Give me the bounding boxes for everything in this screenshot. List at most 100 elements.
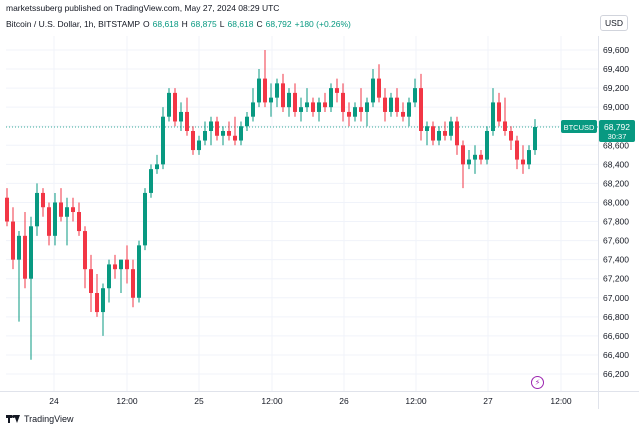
candle-body — [359, 107, 363, 112]
open-value: 68,618 — [152, 19, 179, 29]
candle-body — [167, 92, 171, 117]
candle-body — [467, 159, 471, 165]
candle-body — [53, 202, 57, 236]
candle-body — [23, 235, 27, 279]
y-tick-label: 67,800 — [603, 217, 629, 227]
candle-body — [29, 226, 33, 279]
candle-body — [419, 88, 423, 131]
candle-body — [257, 78, 261, 103]
lightning-icon[interactable]: ⚡ — [531, 376, 544, 389]
candle-body — [461, 145, 465, 165]
candle-body — [521, 159, 525, 165]
candle-body — [329, 88, 333, 108]
candle-body — [311, 102, 315, 112]
candle-body — [401, 111, 405, 117]
candle-body — [95, 293, 99, 313]
candle-body — [305, 102, 309, 108]
brand-name: TradingView — [24, 414, 74, 424]
candle-body — [365, 102, 369, 112]
candle-body — [11, 221, 15, 260]
candle-body — [83, 231, 87, 270]
candle-body — [263, 78, 267, 103]
candle-body — [497, 102, 501, 122]
candle-body — [299, 107, 303, 112]
price-tag — [599, 119, 635, 142]
candle-body — [515, 140, 519, 160]
publisher-line: marketssuberg published on TradingView.c… — [6, 3, 280, 13]
candle-body — [137, 245, 141, 298]
y-tick-label: 69,400 — [603, 64, 629, 74]
candle-body — [317, 102, 321, 112]
candle-body — [161, 116, 165, 165]
candle-body — [233, 135, 237, 141]
x-tick-label: 24 — [49, 396, 59, 406]
last-price-label: 68,792 — [604, 122, 630, 132]
candle-body — [5, 197, 9, 222]
candle-body — [113, 264, 117, 270]
candle-body — [293, 92, 297, 112]
tradingview-logo-icon — [6, 414, 20, 424]
candle-body — [533, 126, 537, 151]
x-tick-label: 12:00 — [405, 396, 427, 406]
candle-body — [215, 121, 219, 136]
y-tick-label: 69,000 — [603, 102, 629, 112]
candle-body — [341, 92, 345, 112]
candle-body — [89, 269, 93, 293]
candle-body — [251, 102, 255, 117]
candle-body — [443, 131, 447, 136]
candle-body — [353, 107, 357, 117]
candle-body — [473, 154, 477, 160]
candle-body — [191, 131, 195, 151]
candle-body — [287, 92, 291, 108]
candle-body — [221, 131, 225, 136]
candle-body — [101, 288, 105, 313]
candle-body — [119, 259, 123, 270]
candle-body — [281, 83, 285, 108]
candle-body — [479, 154, 483, 160]
candle-body — [197, 140, 201, 151]
y-tick-label: 67,400 — [603, 255, 629, 265]
candle-body — [203, 131, 207, 141]
close-label: C — [256, 19, 263, 29]
candle-body — [323, 102, 327, 108]
candle-body — [77, 212, 81, 232]
candle-body — [17, 235, 21, 260]
low-label: L — [219, 19, 225, 29]
low-value: 68,618 — [227, 19, 254, 29]
symbol-tag-label: BTCUSD — [564, 123, 595, 132]
candle-body — [491, 102, 495, 131]
candle-body — [275, 83, 279, 98]
candle-body — [155, 164, 159, 170]
candle-body — [59, 202, 63, 217]
x-tick-label: 26 — [339, 396, 349, 406]
candle-body — [209, 121, 213, 131]
y-tick-label: 68,600 — [603, 140, 629, 150]
candle-body — [173, 92, 177, 122]
y-tick-label: 67,600 — [603, 236, 629, 246]
x-tick-label: 12:00 — [116, 396, 138, 406]
change-value: +180 (+0.26%) — [294, 19, 351, 29]
candle-body — [503, 121, 507, 131]
currency-button[interactable]: USD — [600, 15, 628, 31]
candle-body — [269, 97, 273, 103]
y-tick-label: 66,200 — [603, 369, 629, 379]
y-tick-label: 66,400 — [603, 350, 629, 360]
candle-body — [431, 126, 435, 141]
y-tick-label: 67,200 — [603, 274, 629, 284]
candle-body — [449, 121, 453, 136]
y-tick-label: 66,600 — [603, 331, 629, 341]
x-tick-label: 25 — [194, 396, 204, 406]
candle-body — [239, 126, 243, 141]
candle-body — [425, 126, 429, 131]
candle-body — [35, 192, 39, 227]
candle-body — [185, 111, 189, 131]
candle-body — [527, 150, 531, 165]
candle-body — [395, 97, 399, 112]
candle-body — [41, 192, 45, 208]
high-label: H — [181, 19, 188, 29]
candle-body — [125, 259, 129, 270]
candle-body — [389, 97, 393, 112]
y-tick-label: 69,600 — [603, 45, 629, 55]
